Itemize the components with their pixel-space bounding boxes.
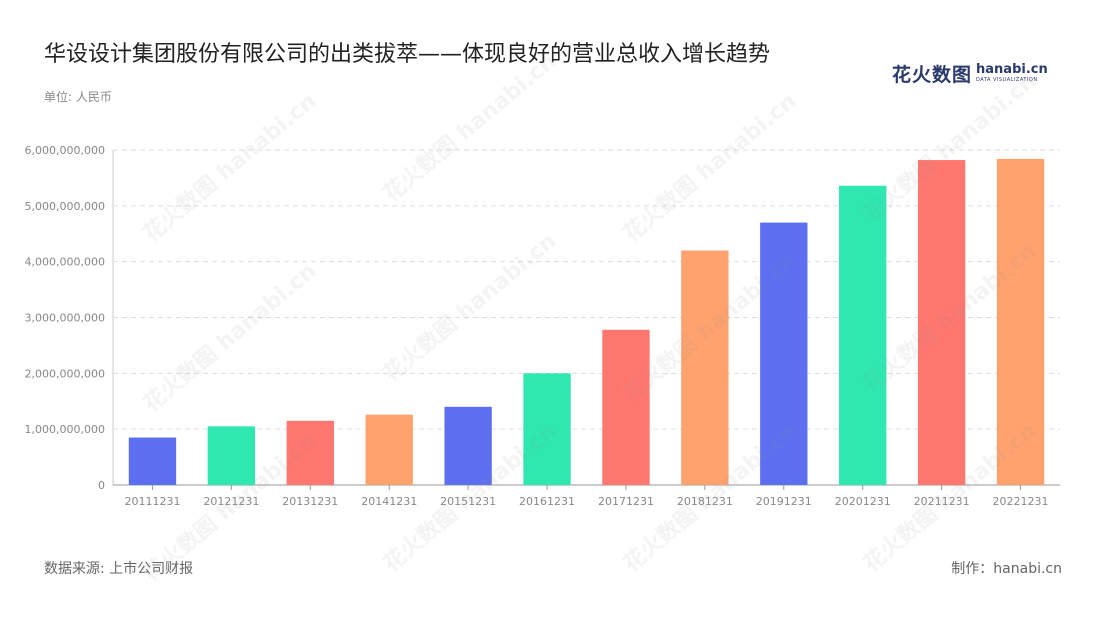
chart-title: 华设设计集团股份有限公司的出类拔萃——体现良好的营业总收入增长趋势 xyxy=(44,42,771,67)
logo-sub-text: DATA VISUALIZATION xyxy=(976,76,1038,83)
x-tick-label: 20211231 xyxy=(914,495,970,508)
y-tick-label: 4,000,000,000 xyxy=(25,256,105,269)
y-tick-label: 6,000,000,000 xyxy=(25,144,105,157)
x-tick-label: 20181231 xyxy=(677,495,733,508)
data-source: 数据来源: 上市公司财报 xyxy=(44,561,194,577)
logo-en-text: hanabi.cn xyxy=(976,61,1048,77)
y-tick-label: 3,000,000,000 xyxy=(25,312,105,325)
unit-label: 单位: 人民币 xyxy=(44,90,112,104)
bar-20161231 xyxy=(523,373,571,485)
credit-label: 制作：hanabi.cn xyxy=(951,561,1062,577)
x-tick-label: 20161231 xyxy=(519,495,575,508)
bar-20121231 xyxy=(207,426,256,485)
y-tick-label: 0 xyxy=(98,479,105,492)
bar-20141231 xyxy=(365,414,413,485)
x-tick-label: 20191231 xyxy=(756,495,812,508)
x-tick-label: 20151231 xyxy=(440,495,496,508)
bar-20181231 xyxy=(681,250,729,485)
x-tick-label: 20141231 xyxy=(361,495,417,508)
y-tick-label: 5,000,000,000 xyxy=(25,200,105,213)
brand-logo: 花火数图 hanabi.cn DATA VISUALIZATION xyxy=(892,58,1048,88)
bar-20191231 xyxy=(760,222,808,486)
x-tick-label: 20121231 xyxy=(203,495,259,508)
bar-20151231 xyxy=(444,406,492,485)
x-tick-label: 20201231 xyxy=(835,495,891,508)
x-tick-label: 20171231 xyxy=(598,495,654,508)
x-tick-label: 20111231 xyxy=(124,495,180,508)
bar-20221231 xyxy=(996,158,1045,485)
bar-20211231 xyxy=(917,160,966,486)
bar-20201231 xyxy=(839,185,887,485)
bar-20171231 xyxy=(602,329,650,485)
logo-cn-text: 花火数图 xyxy=(892,63,973,86)
x-tick-label: 20131231 xyxy=(282,495,338,508)
bar-20111231 xyxy=(128,437,177,485)
x-tick-label: 20221231 xyxy=(993,495,1049,508)
bar-20131231 xyxy=(286,420,334,485)
y-tick-label: 1,000,000,000 xyxy=(25,423,105,436)
y-tick-label: 2,000,000,000 xyxy=(25,367,105,380)
